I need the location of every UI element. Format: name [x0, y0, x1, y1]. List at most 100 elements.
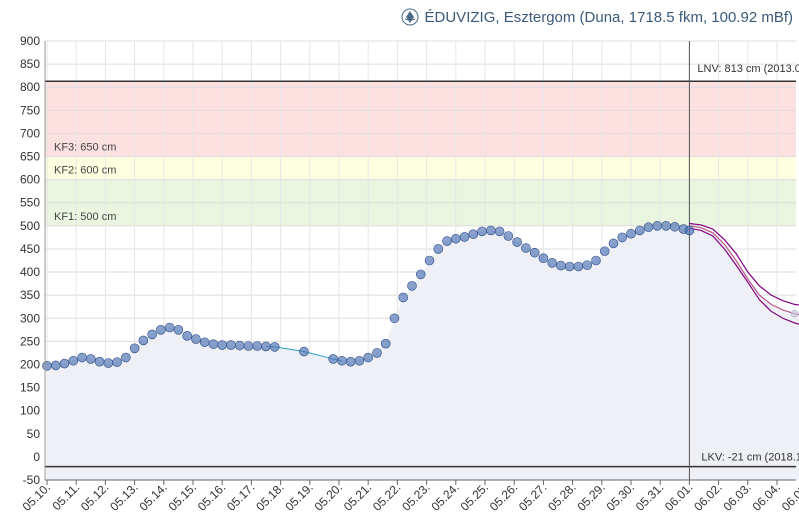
measured-point — [415, 269, 426, 280]
measured-point — [208, 339, 219, 349]
measured-point — [684, 225, 695, 236]
measured-point — [234, 340, 245, 351]
measured-point — [217, 340, 227, 350]
measured-point — [328, 354, 338, 364]
x-tick-label: 05.27. — [516, 480, 549, 513]
y-tick-label: 100 — [20, 404, 40, 418]
y-tick-label: 150 — [20, 381, 40, 395]
measured-point — [477, 226, 487, 237]
measured-point — [669, 221, 680, 232]
measured-point — [652, 221, 663, 231]
y-tick-label: 50 — [27, 427, 41, 441]
measured-point — [442, 236, 452, 246]
measured-point — [191, 334, 201, 344]
level-area — [47, 225, 799, 480]
x-tick-label: 05.20. — [312, 480, 345, 513]
threshold-band-label: KF2: 600 cm — [54, 165, 116, 177]
y-tick-label: 250 — [20, 334, 40, 348]
measured-point — [173, 325, 184, 335]
measured-point — [617, 232, 628, 243]
x-tick-label: 05.28. — [545, 480, 578, 513]
x-tick-label: 05.21. — [341, 480, 374, 513]
y-tick-label: 800 — [20, 80, 40, 94]
y-tick-label: 900 — [20, 34, 40, 48]
x-tick-label: 05.29. — [574, 480, 607, 513]
measured-point — [398, 292, 409, 303]
measured-point — [261, 341, 271, 352]
y-tick-label: 500 — [20, 219, 40, 233]
measured-point — [94, 356, 105, 367]
x-tick-label: 05.13. — [107, 480, 140, 513]
forecast-upper-line — [689, 222, 799, 306]
measured-point — [626, 228, 636, 239]
measured-point — [299, 346, 309, 357]
y-tick-label: 850 — [20, 57, 40, 71]
x-tick-label: 05.22. — [370, 480, 403, 513]
x-tick-label: 05.17. — [224, 480, 257, 513]
measured-point — [433, 244, 444, 254]
measured-point — [354, 355, 365, 366]
y-tick-label: 750 — [20, 103, 40, 117]
y-tick-label: 400 — [20, 265, 40, 279]
x-tick-label: 05.25. — [458, 480, 491, 513]
chart-header: ÉDUVIZIG, Esztergom (Duna, 1718.5 fkm, 1… — [0, 0, 799, 34]
x-tick-label: 05.31. — [633, 480, 666, 513]
x-tick-label: 06.05. — [779, 480, 799, 513]
x-tick-label: 05.23. — [399, 480, 432, 513]
forecast-point — [790, 309, 799, 318]
y-tick-label: 700 — [20, 126, 40, 140]
measured-point — [424, 255, 435, 266]
x-tick-label: 05.14. — [136, 480, 169, 513]
x-tick-label: 05.15. — [166, 480, 199, 513]
measured-point — [77, 352, 87, 363]
lkv-label: LKV: -21 cm (2018.10.25.) — [701, 452, 799, 464]
y-tick-label: 0 — [33, 450, 40, 464]
measured-point — [564, 261, 575, 272]
eduvizig-logo-icon — [401, 8, 419, 26]
y-tick-label: 650 — [20, 150, 40, 164]
measured-point — [345, 356, 356, 367]
measured-point — [243, 341, 254, 351]
x-tick-label: 05.12. — [78, 480, 111, 513]
y-tick-label: 550 — [20, 196, 40, 210]
x-tick-label: 05.16. — [195, 480, 228, 513]
x-tick-label: 05.30. — [604, 480, 637, 513]
measured-point — [599, 246, 610, 257]
y-tick-label: -50 — [23, 473, 41, 487]
threshold-band — [45, 81, 796, 157]
measured-point — [521, 243, 531, 253]
measured-point — [121, 352, 131, 363]
measured-point — [164, 322, 175, 333]
chart-title: ÉDUVIZIG, Esztergom (Duna, 1718.5 fkm, 1… — [424, 8, 793, 26]
measured-point — [547, 258, 557, 268]
measured-point — [182, 331, 192, 341]
measured-point — [138, 335, 149, 346]
measured-point — [129, 343, 140, 354]
measured-point — [156, 325, 166, 335]
measured-point — [634, 225, 645, 236]
measured-point — [407, 281, 417, 291]
measured-point — [372, 348, 382, 358]
y-tick-label: 600 — [20, 173, 40, 187]
x-tick-label: 06.03. — [720, 480, 753, 513]
measured-point — [591, 255, 601, 266]
x-tick-label: 05.18. — [253, 480, 286, 513]
measured-point — [199, 337, 210, 348]
measured-point — [582, 260, 593, 270]
x-tick-label: 05.26. — [487, 480, 520, 513]
measured-point — [503, 231, 514, 241]
threshold-band — [45, 156, 796, 180]
measured-point — [103, 358, 114, 368]
forecast-lower-line — [689, 227, 799, 325]
measured-point — [468, 229, 479, 239]
measured-point — [661, 221, 671, 231]
measured-point — [494, 226, 505, 237]
measured-point — [363, 352, 374, 363]
measured-point — [486, 225, 496, 236]
measured-point — [50, 360, 61, 371]
measured-point — [538, 253, 549, 263]
measured-point — [608, 238, 619, 249]
x-tick-label: 05.24. — [428, 480, 461, 513]
lnv-label: LNV: 813 cm (2013.06.09.) — [697, 63, 799, 75]
